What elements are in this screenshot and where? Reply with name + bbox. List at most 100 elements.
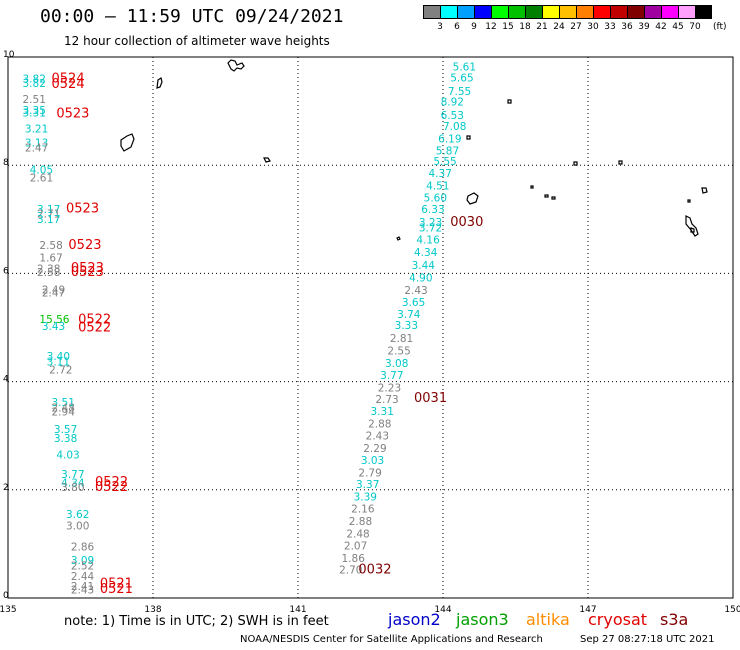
- wave-height-label: 6.19: [438, 133, 461, 145]
- wave-height-label: 2.70: [339, 565, 362, 577]
- colorbar-label: 33: [604, 22, 616, 32]
- pass-time-label: 0522: [78, 313, 111, 328]
- wave-height-labels: 3.823.822.513.353.313.213.132.474.052.61…: [23, 62, 477, 597]
- pass-time-label: 0522: [95, 475, 128, 490]
- wave-height-label: 2.49: [42, 284, 65, 296]
- legend-item-s3a: s3a: [660, 610, 689, 629]
- pass-time-label: 0523: [71, 261, 104, 276]
- y-tick-label: 2: [3, 483, 9, 493]
- colorbar-label: 18: [519, 22, 531, 32]
- legend-item-cryosat: cryosat: [588, 610, 648, 629]
- wave-height-label: 2.48: [346, 528, 369, 540]
- wave-height-label: 3.38: [54, 433, 77, 445]
- wave-height-label: 2.73: [375, 394, 398, 406]
- x-tick-label: 150: [724, 605, 740, 615]
- wave-height-label: 3.39: [354, 492, 377, 504]
- island-outline: [263, 157, 271, 163]
- colorbar-swatch: [440, 5, 457, 19]
- colorbar-swatch: [457, 5, 474, 19]
- wave-height-label: 2.72: [49, 364, 72, 376]
- colorbar-swatch: [542, 5, 559, 19]
- colorbar-label: 3: [437, 22, 443, 32]
- pass-time-label: 0524: [52, 77, 85, 92]
- wave-height-label: 4.37: [429, 168, 452, 180]
- wave-height-label: 3.62: [66, 509, 89, 521]
- wave-height-label: 2.43: [366, 430, 389, 442]
- wave-height-label: 3.43: [42, 321, 65, 333]
- colorbar-label: 36: [621, 22, 633, 32]
- island-outline: [466, 135, 471, 140]
- colorbar-label: 39: [638, 22, 650, 32]
- island-outline: [507, 99, 512, 104]
- legend-item-jason2: jason2: [388, 610, 441, 629]
- colorbar-swatch: [695, 5, 712, 19]
- wave-height-label: 2.81: [390, 333, 413, 345]
- wave-height-label: 2.88: [368, 419, 391, 431]
- wave-height-label: 6.33: [421, 204, 444, 216]
- island-outline: [701, 187, 708, 194]
- colorbar-swatch: [678, 5, 695, 19]
- colorbar-label: 24: [553, 22, 565, 32]
- pass-time-label: 0523: [71, 265, 104, 280]
- footer-timestamp: Sep 27 08:27:18 UTC 2021: [580, 634, 715, 645]
- wave-height-label: 2.07: [344, 540, 367, 552]
- pass-time-label: 0521: [100, 582, 133, 597]
- wave-height-label: 2.16: [351, 504, 375, 516]
- wave-height-label: 7.08: [443, 121, 466, 133]
- colorbar-label: 21: [536, 22, 548, 32]
- wave-height-label: 4.34: [414, 247, 438, 259]
- island-outline: [227, 59, 245, 72]
- colorbar-label: 15: [502, 22, 514, 32]
- wave-height-label: 2.58: [37, 267, 60, 279]
- colorbar: [423, 5, 712, 19]
- wave-height-label: 2.44: [71, 571, 95, 583]
- pass-time-label: 0522: [78, 320, 111, 335]
- wave-height-label: 3.74: [397, 309, 421, 321]
- wave-height-label: 8.92: [441, 97, 464, 109]
- wave-height-label: 4.90: [409, 273, 432, 285]
- wave-height-label: 3.77: [61, 469, 84, 481]
- island-outline: [690, 227, 695, 233]
- x-tick-label: 135: [0, 605, 17, 615]
- wave-height-label: 3.17: [37, 214, 60, 226]
- wave-height-label: 2.48: [52, 402, 75, 414]
- wave-height-label: 3.51: [52, 397, 75, 409]
- colorbar-label: 27: [570, 22, 582, 32]
- wave-height-label: 3.31: [371, 406, 394, 418]
- pass-time-label: 0521: [100, 577, 133, 592]
- colorbar-swatch: [491, 5, 508, 19]
- wave-height-label: 2.43: [71, 585, 94, 597]
- wave-height-label: 3.03: [361, 455, 384, 467]
- colorbar-label: 70: [689, 22, 701, 32]
- pass-time-label: 0523: [56, 107, 89, 122]
- wave-height-label: 3.00: [66, 520, 89, 532]
- wave-height-label: 7.55: [448, 86, 471, 98]
- island-outline: [544, 194, 549, 198]
- island-outline: [618, 160, 623, 165]
- wave-height-label: 2.86: [71, 541, 95, 553]
- wave-height-label: 1.86: [342, 553, 366, 565]
- wave-height-label: 3.09: [71, 555, 94, 567]
- island-outline: [687, 199, 691, 203]
- wave-height-label: 4.51: [426, 181, 449, 193]
- wave-height-label: 4.34: [61, 478, 85, 490]
- wave-height-label: 3.77: [380, 370, 403, 382]
- island-outline: [156, 77, 163, 89]
- colorbar-swatch: [508, 5, 525, 19]
- wave-height-label: 3.40: [47, 351, 70, 363]
- footer-credit: NOAA/NESDIS Center for Satellite Applica…: [240, 634, 543, 645]
- x-tick-label: 144: [434, 605, 451, 615]
- colorbar-label: 45: [672, 22, 684, 32]
- wave-height-label: 2.47: [25, 143, 48, 155]
- legend-item-altika: altika: [526, 610, 570, 629]
- wave-height-label: 2.41: [71, 581, 94, 593]
- wave-height-label: 5.61: [453, 62, 476, 74]
- wave-height-label: 2.79: [358, 467, 381, 479]
- wave-height-label: 2.23: [378, 382, 401, 394]
- wave-height-label: 2.38: [37, 263, 60, 275]
- y-tick-label: 0: [3, 591, 9, 601]
- colorbar-swatch: [661, 5, 678, 19]
- y-tick-label: 6: [3, 266, 9, 276]
- x-tick-label: 141: [289, 605, 306, 615]
